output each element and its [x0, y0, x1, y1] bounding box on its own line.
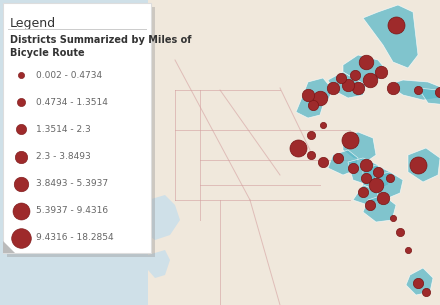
Point: [308, 152, 315, 157]
Point: [18, 154, 25, 159]
Bar: [7, 7, 155, 257]
Point: [294, 145, 301, 150]
Point: [352, 73, 359, 77]
Point: [378, 70, 385, 74]
Point: [319, 123, 326, 127]
Point: [319, 160, 326, 164]
Point: [359, 190, 367, 195]
Polygon shape: [328, 72, 366, 98]
Point: [355, 86, 362, 91]
Point: [345, 83, 352, 88]
Polygon shape: [418, 88, 440, 105]
Point: [334, 156, 341, 160]
Text: 0.4734 - 1.3514: 0.4734 - 1.3514: [36, 98, 108, 107]
Polygon shape: [3, 241, 15, 253]
Point: [18, 127, 25, 132]
Point: [414, 281, 422, 285]
Point: [379, 196, 386, 200]
Polygon shape: [296, 95, 323, 118]
Point: [374, 170, 381, 174]
Bar: [3, 3, 151, 253]
Polygon shape: [328, 150, 358, 175]
Point: [349, 166, 356, 170]
Polygon shape: [388, 80, 440, 100]
Point: [389, 216, 396, 221]
Polygon shape: [353, 185, 380, 205]
Point: [404, 248, 411, 253]
Point: [346, 138, 353, 142]
Polygon shape: [343, 132, 376, 162]
Point: [18, 208, 25, 213]
Point: [389, 86, 396, 91]
Polygon shape: [363, 165, 390, 190]
Point: [363, 59, 370, 64]
Point: [414, 163, 422, 167]
Point: [392, 23, 400, 27]
Polygon shape: [363, 195, 396, 222]
Point: [386, 176, 393, 181]
Text: 5.3937 - 9.4316: 5.3937 - 9.4316: [36, 206, 108, 215]
Polygon shape: [408, 148, 440, 182]
Polygon shape: [148, 250, 170, 278]
Polygon shape: [148, 195, 180, 240]
Point: [373, 183, 380, 188]
Polygon shape: [373, 172, 403, 198]
Point: [308, 133, 315, 138]
Text: 9.4316 - 18.2854: 9.4316 - 18.2854: [36, 234, 114, 242]
Point: [18, 73, 25, 77]
Text: Districts Summarized by Miles of
Bicycle Route: Districts Summarized by Miles of Bicycle…: [10, 35, 191, 58]
Point: [18, 100, 25, 105]
Point: [337, 76, 345, 81]
Point: [363, 163, 370, 167]
Text: 2.3 - 3.8493: 2.3 - 3.8493: [36, 152, 91, 161]
Point: [396, 230, 403, 235]
Point: [363, 176, 370, 181]
Point: [316, 95, 323, 100]
Point: [18, 235, 25, 240]
Point: [367, 203, 374, 207]
Text: 0.002 - 0.4734: 0.002 - 0.4734: [36, 70, 102, 80]
Point: [367, 77, 374, 82]
Point: [330, 86, 337, 91]
Text: 1.3514 - 2.3: 1.3514 - 2.3: [36, 125, 91, 134]
Polygon shape: [148, 0, 440, 305]
Point: [18, 181, 25, 186]
Polygon shape: [343, 55, 388, 85]
Text: Legend: Legend: [10, 17, 56, 30]
Polygon shape: [303, 78, 333, 102]
Polygon shape: [406, 268, 433, 295]
Point: [414, 88, 422, 92]
Point: [309, 102, 316, 107]
Point: [304, 92, 312, 97]
Polygon shape: [363, 5, 418, 68]
Text: 3.8493 - 5.3937: 3.8493 - 5.3937: [36, 179, 108, 188]
Point: [436, 90, 440, 95]
Polygon shape: [348, 158, 380, 185]
Point: [422, 289, 429, 294]
